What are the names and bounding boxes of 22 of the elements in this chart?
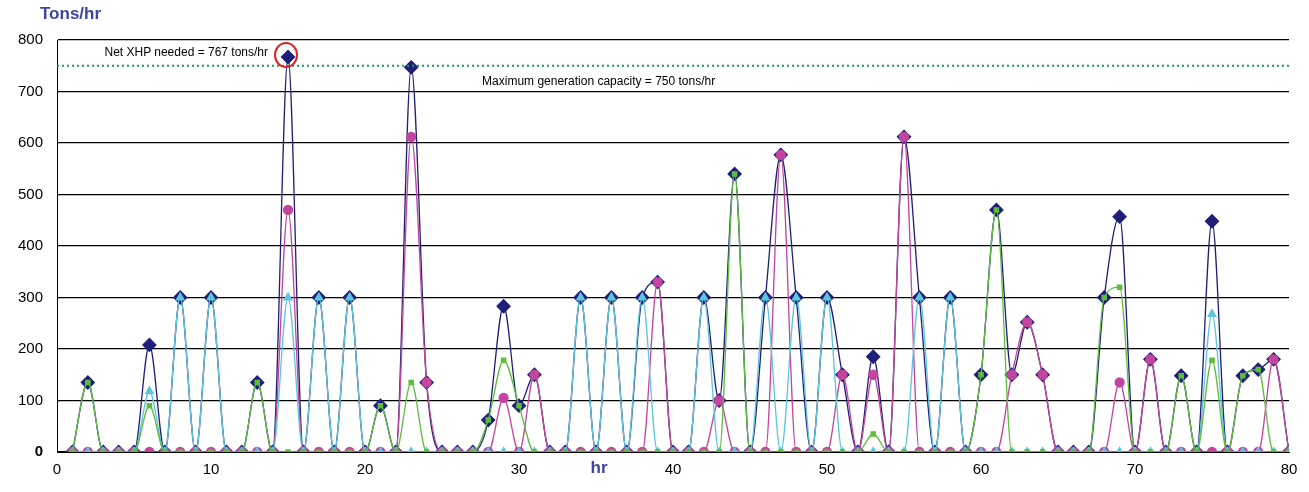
x-tick-label: 10	[202, 460, 220, 478]
y-tick-label: 800	[18, 30, 44, 48]
y-tick-label: 400	[18, 236, 44, 254]
y-tick-label: 0	[34, 442, 44, 460]
y-tick-label: 700	[18, 81, 44, 99]
x-tick-label: 30	[510, 460, 528, 478]
x-tick-label: 20	[356, 460, 374, 478]
x-axis-title: hr	[590, 458, 608, 478]
annotation: Net XHP needed = 767 tons/hr	[104, 45, 269, 60]
y-tick-label: 100	[18, 390, 44, 408]
x-tick-label: 40	[664, 460, 682, 478]
x-tick-label: 0	[52, 460, 62, 478]
y-tick-label: 200	[18, 339, 44, 357]
y-axis-title: Tons/hr	[40, 4, 102, 24]
x-tick-label: 50	[818, 460, 836, 478]
x-tick-label: 60	[972, 460, 990, 478]
ref-line-label: Maximum generation capacity = 750 tons/hr	[482, 74, 716, 89]
x-tick-label: 70	[1126, 460, 1144, 478]
y-tick-label: 500	[18, 184, 44, 202]
y-tick-label: 600	[18, 133, 44, 151]
y-tick-label: 300	[18, 287, 44, 305]
x-tick-label: 80	[1280, 460, 1298, 478]
